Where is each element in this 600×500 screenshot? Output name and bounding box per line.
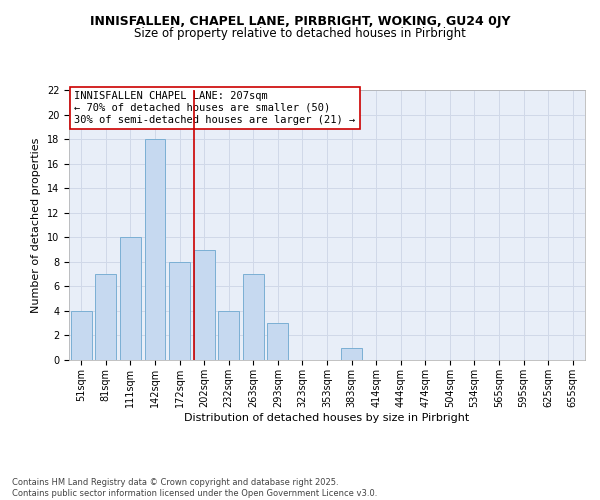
X-axis label: Distribution of detached houses by size in Pirbright: Distribution of detached houses by size … bbox=[184, 412, 470, 422]
Text: INNISFALLEN, CHAPEL LANE, PIRBRIGHT, WOKING, GU24 0JY: INNISFALLEN, CHAPEL LANE, PIRBRIGHT, WOK… bbox=[90, 15, 510, 28]
Bar bbox=[268, 323, 289, 360]
Bar bbox=[243, 274, 264, 360]
Bar bbox=[71, 311, 92, 360]
Text: INNISFALLEN CHAPEL LANE: 207sqm
← 70% of detached houses are smaller (50)
30% of: INNISFALLEN CHAPEL LANE: 207sqm ← 70% of… bbox=[74, 92, 355, 124]
Bar bbox=[341, 348, 362, 360]
Text: Size of property relative to detached houses in Pirbright: Size of property relative to detached ho… bbox=[134, 28, 466, 40]
Bar bbox=[218, 311, 239, 360]
Y-axis label: Number of detached properties: Number of detached properties bbox=[31, 138, 41, 312]
Bar bbox=[194, 250, 215, 360]
Text: Contains HM Land Registry data © Crown copyright and database right 2025.
Contai: Contains HM Land Registry data © Crown c… bbox=[12, 478, 377, 498]
Bar bbox=[120, 238, 141, 360]
Bar bbox=[95, 274, 116, 360]
Bar bbox=[145, 139, 166, 360]
Bar bbox=[169, 262, 190, 360]
